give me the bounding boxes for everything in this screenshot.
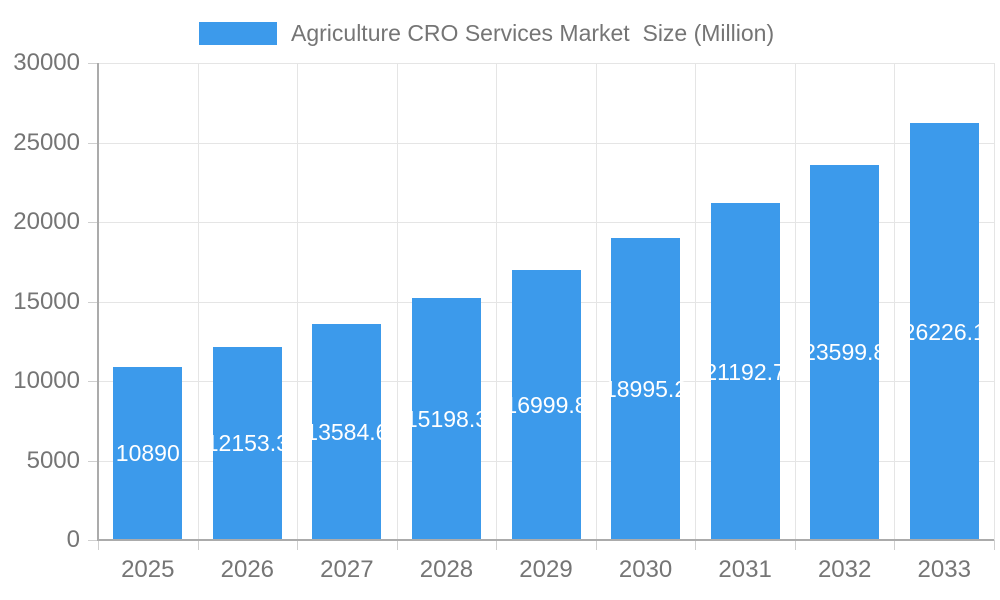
- x-axis-label: 2033: [917, 556, 971, 583]
- bar-value-label: 16999.8: [504, 391, 588, 418]
- bar-2030[interactable]: [611, 237, 681, 540]
- x-axis-tick: [596, 540, 597, 550]
- x-gridline: [795, 63, 796, 540]
- bar-value-label: 15198.3: [404, 406, 489, 433]
- bar-2029[interactable]: [511, 269, 581, 540]
- x-gridline: [596, 63, 597, 540]
- legend-swatch: [199, 22, 277, 45]
- bar-value-label: 13584.6: [305, 419, 389, 445]
- x-axis-tick: [297, 540, 298, 550]
- bar-value-label: 18995.2: [603, 375, 688, 402]
- x-axis-tick: [994, 540, 995, 550]
- y-axis-tick: [88, 63, 98, 64]
- bar-2026[interactable]: [212, 346, 282, 540]
- x-gridline: [297, 63, 298, 540]
- x-axis-label: 2030: [618, 556, 673, 583]
- x-axis-label: 2028: [419, 556, 474, 583]
- bar-2033[interactable]: [909, 123, 979, 540]
- x-gridline: [894, 63, 895, 540]
- y-gridline: [98, 143, 994, 144]
- y-axis-tick: [88, 302, 98, 303]
- x-axis-tick: [795, 540, 796, 550]
- x-gridline: [198, 63, 199, 540]
- bar-value-label: 10890: [115, 440, 180, 467]
- bar-2031[interactable]: [710, 203, 780, 540]
- x-gridline: [397, 63, 398, 540]
- y-axis-tick: [88, 222, 98, 223]
- y-axis-label: 10000: [13, 367, 80, 394]
- y-axis-label: 25000: [13, 129, 80, 156]
- y-gridline: [98, 222, 994, 223]
- bar-value-label: 21192.7: [704, 358, 786, 385]
- bar-2025[interactable]: [113, 366, 183, 540]
- bar-value-label: 26226.1: [902, 318, 986, 345]
- y-axis-tick: [88, 540, 98, 541]
- y-axis-label: 30000: [13, 49, 80, 76]
- x-axis-tick: [198, 540, 199, 550]
- x-axis-label: 2026: [220, 556, 275, 583]
- y-axis-label: 0: [66, 526, 80, 553]
- x-gridline: [994, 63, 995, 540]
- bar-value-label: 23599.8: [803, 339, 887, 366]
- x-axis-label: 2031: [718, 556, 772, 583]
- x-axis-tick: [397, 540, 398, 550]
- chart-legend[interactable]: Agriculture CRO Services Market Size (Mi…: [199, 22, 774, 45]
- y-axis-line: [97, 63, 99, 541]
- y-axis-label: 15000: [13, 288, 80, 315]
- x-axis-label: 2029: [519, 556, 573, 583]
- y-axis-tick: [88, 461, 98, 462]
- bar-2027[interactable]: [312, 324, 382, 540]
- x-axis-label: 2027: [320, 556, 374, 583]
- bar-2028[interactable]: [411, 298, 481, 540]
- x-axis-line: [97, 539, 994, 541]
- legend-label: Agriculture CRO Services Market Size (Mi…: [291, 20, 775, 46]
- x-axis-label: 2025: [121, 556, 175, 583]
- y-axis-label: 5000: [26, 447, 80, 474]
- x-axis-tick: [695, 540, 696, 550]
- y-axis-label: 20000: [13, 208, 80, 235]
- x-axis-tick: [496, 540, 497, 550]
- y-axis-tick: [88, 143, 98, 144]
- x-gridline: [496, 63, 497, 540]
- x-axis-tick: [894, 540, 895, 550]
- x-axis-tick: [98, 540, 99, 550]
- x-gridline: [695, 63, 696, 540]
- x-axis-label: 2032: [817, 556, 872, 583]
- y-gridline: [98, 63, 994, 64]
- bar-2032[interactable]: [810, 164, 880, 540]
- y-axis-tick: [88, 381, 98, 382]
- bar-value-label: 12153.3: [205, 430, 289, 457]
